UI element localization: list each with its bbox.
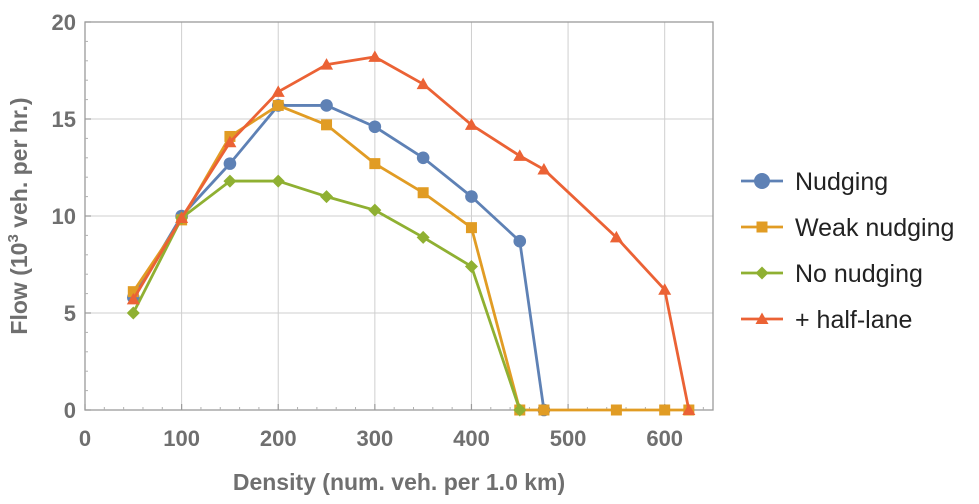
data-point [223, 174, 237, 188]
legend-item: Nudging [741, 168, 888, 196]
legend-marker [755, 312, 769, 324]
data-point [658, 283, 672, 295]
data-point [223, 135, 237, 148]
data-point [320, 99, 333, 112]
data-point [271, 85, 285, 97]
y-tick-label: 0 [64, 398, 76, 423]
data-point [659, 404, 671, 416]
y-tick-label: 20 [52, 10, 76, 35]
legend-label: Nudging [795, 168, 888, 196]
series-line [132, 104, 546, 411]
data-point [416, 77, 430, 90]
y-tick-label: 15 [52, 107, 76, 132]
data-point [513, 403, 527, 417]
y-tick-label: 10 [52, 204, 76, 229]
x-tick-label: 600 [646, 426, 683, 451]
legend-marker [755, 266, 769, 280]
data-point [320, 190, 334, 204]
axis-ticks: 0 100 200 300 400 500 600 0 5 10 15 20 [52, 10, 704, 451]
data-point [416, 230, 430, 244]
data-point [368, 50, 382, 62]
data-point [465, 190, 478, 203]
series-weak-nudging [127, 99, 695, 416]
data-point [126, 292, 140, 305]
x-tick-label: 0 [79, 426, 91, 451]
data-point [127, 286, 139, 298]
series-line [132, 179, 522, 411]
x-tick-label: 200 [260, 426, 297, 451]
x-tick-label: 400 [453, 426, 490, 451]
y-axis-label: Flow (103 veh. per hr.) [5, 97, 32, 334]
x-tick-label: 500 [550, 426, 587, 451]
data-point [537, 162, 551, 175]
x-axis-label: Density (num. veh. per 1.0 km) [233, 469, 565, 495]
legend-item: + half-lane [741, 306, 912, 334]
data-point [513, 149, 527, 161]
data-point [368, 203, 382, 217]
data-point [223, 157, 237, 170]
data-point [368, 120, 382, 134]
data-point [610, 404, 622, 416]
data-point [682, 403, 696, 415]
data-point [369, 158, 381, 170]
legend-item: No nudging [741, 260, 923, 288]
data-point [513, 234, 527, 248]
data-point [465, 222, 477, 234]
y-tick-label: 5 [64, 301, 76, 326]
data-point [175, 211, 189, 223]
data-point [609, 230, 623, 243]
data-point [126, 306, 140, 320]
series [126, 50, 696, 417]
legend-label: + half-lane [795, 306, 912, 334]
legend: Nudging Weak nudging No nudging + half-lane [741, 168, 954, 334]
legend-marker [754, 173, 770, 189]
data-point [271, 174, 285, 188]
x-tick-label: 300 [356, 426, 393, 451]
data-point [320, 58, 334, 70]
y-axis-label-prefix: Flow (10 [6, 243, 32, 335]
data-point [464, 259, 478, 273]
data-point [321, 119, 333, 131]
x-tick-label: 100 [163, 426, 200, 451]
y-axis-label-superscript: 3 [5, 234, 22, 242]
data-point [272, 99, 284, 111]
legend-marker [756, 221, 768, 233]
legend-label: Weak nudging [795, 214, 954, 242]
series-half-lane [126, 50, 696, 415]
legend-item: Weak nudging [741, 214, 954, 242]
series-line [132, 55, 691, 411]
series-nudging [127, 99, 551, 417]
y-axis-label-suffix: veh. per hr.) [6, 97, 32, 234]
series-no-nudging [126, 174, 527, 417]
data-point [464, 118, 478, 130]
data-point [417, 187, 429, 199]
legend-label: No nudging [795, 260, 923, 288]
data-point [538, 404, 550, 416]
data-point [416, 151, 430, 165]
